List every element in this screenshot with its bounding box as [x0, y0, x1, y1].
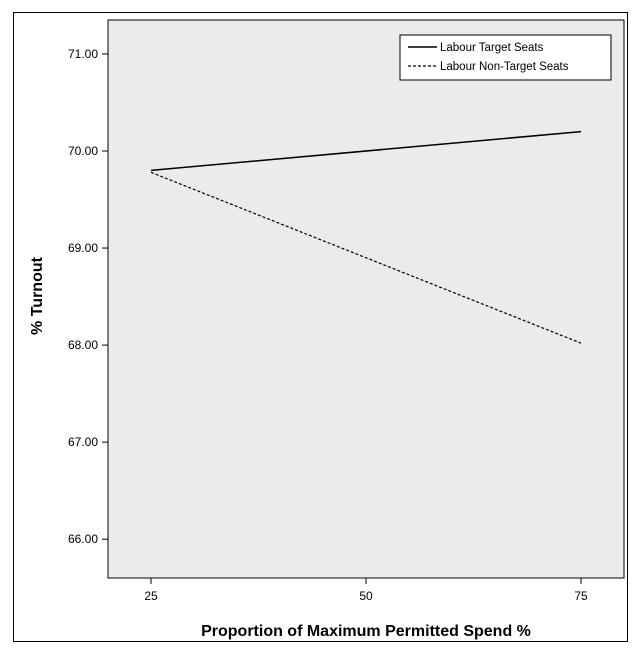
series-line-labour-target: [150, 130, 582, 172]
legend: Labour Target Seats Labour Non-Target Se…: [399, 34, 612, 81]
y-tick-label: 67.00: [68, 435, 98, 449]
legend-label-labour-non-target: Labour Non-Target Seats: [440, 61, 569, 73]
x-axis-title: Proportion of Maximum Permitted Spend %: [201, 623, 531, 640]
series-line-labour-non-target: [150, 171, 582, 344]
y-tick-label: 71.00: [68, 47, 98, 61]
legend-box: [399, 34, 612, 81]
y-tick-label: 68.00: [68, 338, 98, 352]
legend-label-labour-target: Labour Target Seats: [440, 42, 544, 54]
y-tick-label: 66.00: [68, 532, 98, 546]
x-tick-label: 25: [144, 589, 158, 603]
y-tick-label: 69.00: [68, 241, 98, 255]
y-tick-label: 70.00: [68, 144, 98, 158]
x-tick-label: 75: [574, 589, 588, 603]
x-axis-ticks: 25 50 75: [144, 578, 588, 603]
x-tick-label: 50: [359, 589, 373, 603]
y-axis-ticks: 66.00 67.00 68.00 69.00 70.00 71.00: [68, 47, 108, 546]
y-axis-title: % Turnout: [29, 256, 46, 335]
plot-area: [107, 19, 625, 579]
series-lines: [150, 130, 582, 344]
